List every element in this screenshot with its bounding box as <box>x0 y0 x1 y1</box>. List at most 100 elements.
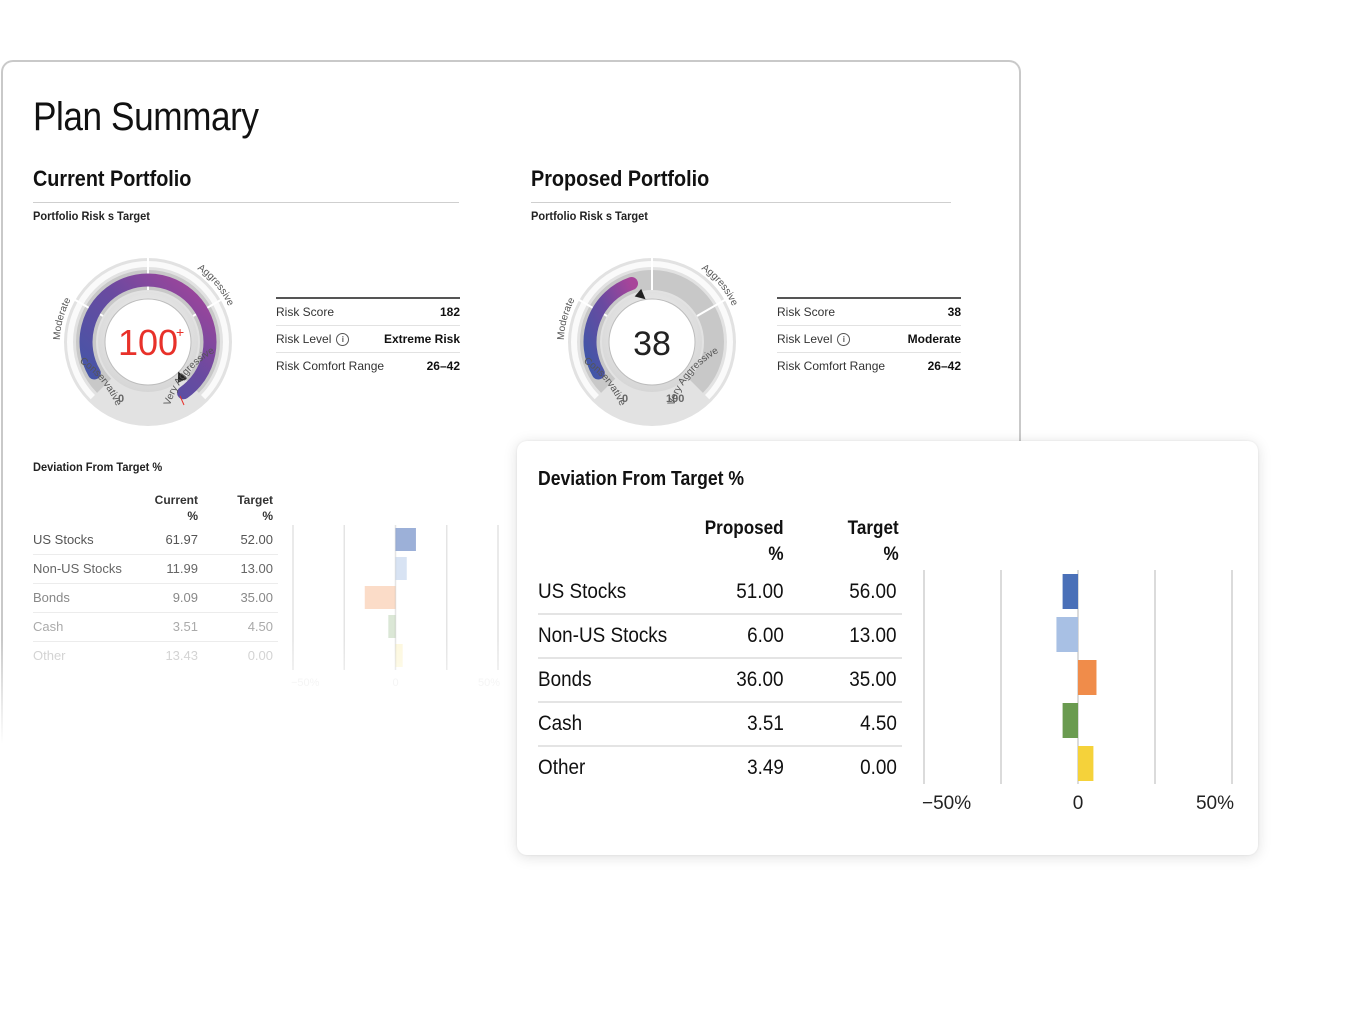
stat-label: Risk Comfort Range <box>777 359 886 373</box>
stat-value: 182 <box>439 305 460 319</box>
table-row: Cash 3.51 4.50 <box>538 703 902 747</box>
stat-label: Risk Level i <box>777 332 851 346</box>
table-row: Cash 3.51 4.50 <box>33 613 278 642</box>
info-icon[interactable]: i <box>837 332 851 346</box>
gauge-center-face <box>608 298 696 386</box>
row-name: Other <box>538 756 586 779</box>
deviation-bar <box>1078 660 1097 695</box>
table-row: Non-US Stocks 11.99 13.00 <box>33 555 278 584</box>
stat-label: Risk Score <box>777 305 836 319</box>
col-current-header: Current% <box>154 493 198 523</box>
current-deviation-header: Current% Target% <box>33 490 278 526</box>
proposed-risk-stats: Risk Score 38 Risk Level i Moderate Risk Comf… <box>777 297 961 379</box>
stat-value: Extreme Risk <box>383 332 460 346</box>
row-target: 35.00 <box>849 668 897 691</box>
row-proposed: 36.00 <box>736 668 784 691</box>
deviation-bar <box>1078 746 1094 781</box>
proposed-deviation-chart: −50% 0 50% <box>922 570 1234 814</box>
gauge-value: 100 <box>118 322 178 363</box>
stat-row: Risk Level i Moderate <box>777 326 961 353</box>
stat-value: 26–42 <box>927 359 961 373</box>
info-icon[interactable]: i <box>336 332 350 346</box>
current-portfolio-title: Current Portfolio <box>33 166 192 191</box>
row-target: 13.00 <box>240 561 273 576</box>
proposed-deviation-card: Deviation From Target % Proposed% Target… <box>517 441 1258 855</box>
current-section-rule <box>33 202 459 203</box>
row-target: 56.00 <box>849 580 897 603</box>
deviation-bar <box>1062 703 1078 738</box>
proposed-risk-label: Portfolio Risk s Target <box>531 209 648 223</box>
axis-tick-label: 50% <box>1196 793 1234 814</box>
stat-value: Moderate <box>907 332 961 346</box>
deviation-bar <box>1056 617 1078 652</box>
axis-tick-label: −50% <box>922 793 971 814</box>
proposed-portfolio-title: Proposed Portfolio <box>531 166 710 191</box>
stat-value: 38 <box>947 305 961 319</box>
row-proposed: 3.51 <box>747 712 784 735</box>
col-proposed-header: Proposed% <box>705 518 784 565</box>
proposed-deviation-title: Deviation From Target % <box>538 468 745 490</box>
row-proposed: 51.00 <box>736 580 784 603</box>
stat-row: Risk Score 182 <box>276 299 460 326</box>
row-current: 9.09 <box>172 590 198 605</box>
gauge-limit-mark <box>179 395 185 406</box>
deviation-bar <box>395 528 416 551</box>
row-proposed: 6.00 <box>747 624 784 647</box>
table-row: Bonds 36.00 35.00 <box>538 659 902 703</box>
stat-row: Risk Comfort Range 26–42 <box>777 353 961 379</box>
stat-row: Risk Comfort Range 26–42 <box>276 353 460 379</box>
col-target-header: Target% <box>237 493 273 523</box>
stat-row: Risk Level i Extreme Risk <box>276 326 460 353</box>
row-name: Bonds <box>538 668 592 691</box>
row-name: US Stocks <box>538 580 627 603</box>
stat-row: Risk Score 38 <box>777 299 961 326</box>
stat-value: 26–42 <box>426 359 460 373</box>
row-current: 11.99 <box>166 561 198 576</box>
gauge-center-face <box>104 298 192 386</box>
stats-top-rule <box>276 297 460 299</box>
row-target: 35.00 <box>240 590 273 605</box>
row-target: 52.00 <box>240 532 273 547</box>
proposed-section-rule <box>531 202 951 203</box>
row-name: Cash <box>538 712 583 735</box>
row-name: Non-US Stocks <box>33 561 122 576</box>
row-target: 4.50 <box>247 619 273 634</box>
col-target-header: Target% <box>847 518 899 565</box>
gauge-pointer <box>634 288 646 300</box>
row-proposed: 3.49 <box>747 756 784 779</box>
gauge-progress-arc <box>583 276 639 380</box>
row-current: 61.97 <box>165 532 198 547</box>
table-row: Other 3.49 0.00 <box>538 747 902 789</box>
row-name: Cash <box>33 619 64 634</box>
gauge-min-label: 0 <box>622 393 628 405</box>
table-row: US Stocks 61.97 52.00 <box>33 526 278 555</box>
current-risk-label: Portfolio Risk s Target <box>33 209 150 223</box>
deviation-bar <box>388 615 396 638</box>
stat-label: Risk Level i <box>276 332 350 346</box>
current-risk-stats: Risk Score 182 Risk Level i Extreme Risk Risk… <box>276 297 460 379</box>
table-row: Non-US Stocks 6.00 13.00 <box>538 615 902 659</box>
gauge-progress-arc <box>79 273 217 400</box>
gauge-zone-tick <box>696 299 726 317</box>
row-target: 13.00 <box>849 624 897 647</box>
proposed-deviation-table: Proposed% Target% US Stocks 51.00 56.00 Non… <box>538 516 902 789</box>
proposed-deviation-header: Proposed% Target% <box>538 516 902 571</box>
current-deviation-title: Deviation From Target % <box>33 460 163 474</box>
axis-tick-label: 0 <box>1073 793 1084 814</box>
deviation-bar <box>364 586 396 609</box>
gauge-value: 38 <box>633 325 671 363</box>
row-name: Bonds <box>33 590 70 605</box>
stat-label: Risk Score <box>276 305 335 319</box>
row-name: US Stocks <box>33 532 94 547</box>
gauge-max-label: 100 <box>666 393 684 405</box>
row-name: Non-US Stocks <box>538 624 668 647</box>
gauge-min-label: 0 <box>118 393 124 405</box>
row-target: 0.00 <box>860 756 897 779</box>
row-current: 3.51 <box>172 619 198 634</box>
table-row: Bonds 9.09 35.00 <box>33 584 278 613</box>
stats-top-rule <box>777 297 961 299</box>
page-title: Plan Summary <box>33 95 259 139</box>
gauge-pointer <box>177 371 187 383</box>
